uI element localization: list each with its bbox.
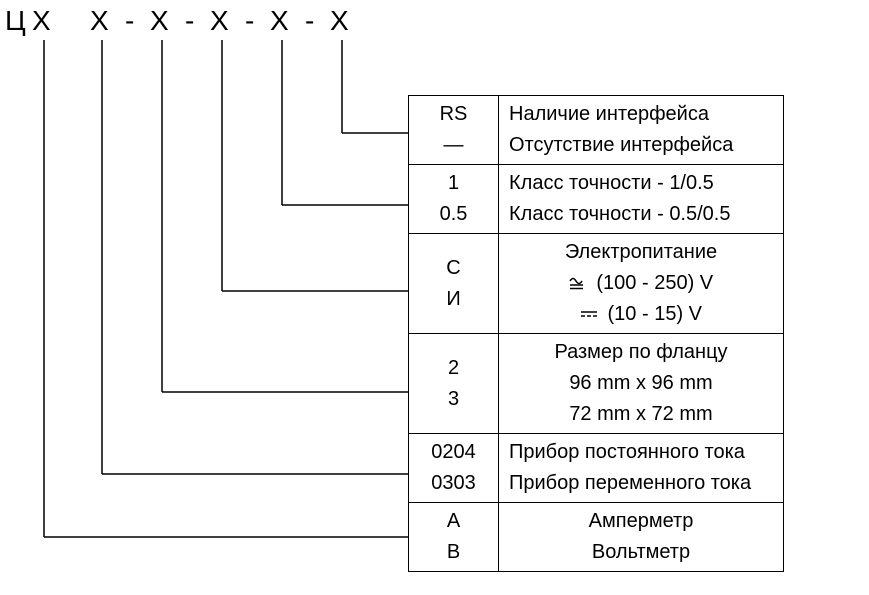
decode-table: RS—Наличие интерфейсаОтсутствие интерфей… (408, 95, 784, 572)
table-row: СИЭлектропитание (100 - 250) V (10 - 15)… (409, 234, 784, 334)
code-char-c5: Х (270, 5, 289, 37)
code-char-d1: - (125, 5, 134, 37)
code-char-d4: - (305, 5, 314, 37)
desc-cell: Размер по фланцу96 mm x 96 mm72 mm x 72 … (499, 334, 784, 434)
code-cell: 02040303 (409, 434, 499, 503)
desc-cell: Класс точности - 1/0.5Класс точности - 0… (499, 165, 784, 234)
table-row: RS—Наличие интерфейсаОтсутствие интерфей… (409, 96, 784, 165)
code-char-c4: Х (210, 5, 229, 37)
table-row: 23Размер по фланцу96 mm x 96 mm72 mm x 7… (409, 334, 784, 434)
table-row: АВАмперметрВольтметр (409, 503, 784, 572)
code-cell: 10.5 (409, 165, 499, 234)
desc-cell: Электропитание (100 - 250) V (10 - 15) V (499, 234, 784, 334)
code-char-c1: Х (32, 5, 51, 37)
code-cell: АВ (409, 503, 499, 572)
code-char-d3: - (245, 5, 254, 37)
table-row: 10.5Класс точности - 1/0.5Класс точности… (409, 165, 784, 234)
code-cell: 23 (409, 334, 499, 434)
code-char-d2: - (185, 5, 194, 37)
desc-cell: АмперметрВольтметр (499, 503, 784, 572)
code-char-c2: Х (90, 5, 109, 37)
code-cell: RS— (409, 96, 499, 165)
desc-cell: Наличие интерфейсаОтсутствие интерфейса (499, 96, 784, 165)
code-char-c3: Х (150, 5, 169, 37)
code-cell: СИ (409, 234, 499, 334)
code-char-c0: Ц (5, 5, 26, 37)
table-row: 02040303Прибор постоянного токаПрибор пе… (409, 434, 784, 503)
code-char-c6: Х (330, 5, 349, 37)
desc-cell: Прибор постоянного токаПрибор переменног… (499, 434, 784, 503)
